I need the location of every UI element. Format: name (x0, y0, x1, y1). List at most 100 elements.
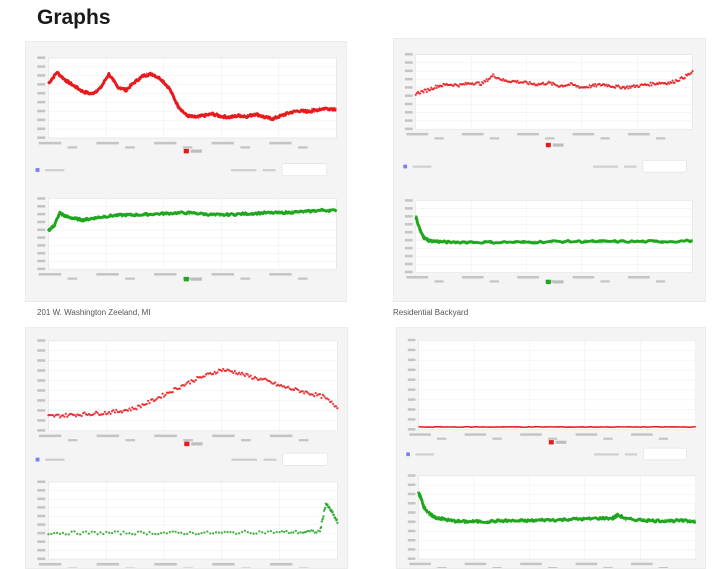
chart-2-point (690, 71, 693, 74)
chart-1-legend-swatch (183, 276, 189, 282)
chart-4-point (83, 411, 86, 414)
chart-3-x-tick-sub (489, 280, 500, 283)
chart-4-y-tick (37, 409, 46, 412)
chart-5-point (294, 529, 297, 533)
chart-2-x-tick (461, 132, 484, 136)
chart-5-x-tick (212, 562, 235, 566)
chart-5-point (134, 533, 137, 536)
chart-4-point (74, 415, 78, 418)
chart-2-point (546, 82, 549, 85)
chart-2-point (464, 81, 467, 84)
chart-5-point (240, 530, 244, 534)
chart-5-point (188, 530, 192, 534)
chart-2-y-tick (404, 69, 413, 73)
chart-5-point (168, 530, 171, 534)
chart-5-point (310, 529, 313, 532)
chart-2-x-tick-sub (434, 137, 444, 140)
chart-5-point (82, 530, 85, 534)
chart-2-point (673, 81, 676, 84)
chart-2-point (533, 82, 536, 85)
chart-5-point (292, 531, 295, 534)
chart-5-point (93, 530, 96, 534)
chart-5-point (305, 530, 308, 534)
chart-7-series-line-noise (417, 492, 696, 525)
chart-2-point (528, 80, 531, 83)
chart-2-y-tick (404, 111, 413, 114)
chart-2-y-tick (404, 77, 413, 81)
chart-5-point (162, 531, 166, 534)
chart-5-point (301, 531, 304, 534)
chart-0-y-tick (37, 83, 46, 86)
chart-2-point (491, 75, 494, 78)
chart-2-point (629, 86, 632, 90)
chart-5-point (249, 532, 252, 535)
chart-1-x-tick (269, 273, 292, 276)
chart-4-point (188, 382, 192, 385)
panel-top-left-toolbar-input (281, 163, 328, 176)
chart-2-point (592, 84, 596, 87)
chart-6-plot-area (418, 340, 696, 430)
chart-4-y-tick (37, 419, 46, 422)
chart-5-point (76, 532, 79, 536)
chart-6-y-tick (407, 368, 416, 372)
chart-5-point (229, 530, 232, 534)
chart-4-point (238, 371, 241, 374)
chart-4-y-tick (37, 389, 46, 392)
chart-5-point (108, 531, 111, 534)
chart-5-point (317, 529, 320, 532)
panel-top-left-graphic (35, 56, 338, 282)
chart-5-point (160, 531, 163, 535)
chart-1-x-tick (154, 273, 177, 276)
chart-4-point (311, 393, 314, 396)
chart-2-point (678, 79, 681, 82)
chart-5-point (50, 532, 53, 536)
chart-4-point (240, 371, 244, 374)
chart-2-point (628, 85, 631, 88)
chart-1-y-tick (37, 251, 46, 255)
chart-5-point (320, 520, 323, 523)
chart-4-point (222, 367, 225, 371)
chart-1-y-tick (37, 220, 46, 224)
chart-6-x-tick-sub (658, 437, 669, 440)
chart-2-point (691, 70, 694, 73)
chart-2-x-tick-sub (655, 137, 666, 140)
chart-5-point (313, 531, 316, 534)
chart-4-point (115, 408, 118, 412)
chart-5-point (246, 531, 249, 534)
chart-5-y-tick (37, 531, 46, 535)
chart-5-y-tick (37, 540, 46, 543)
chart-3-y-tick (404, 207, 413, 210)
chart-5-x-tick (38, 562, 62, 566)
chart-6-x-tick (520, 433, 542, 436)
chart-4-point (233, 370, 236, 373)
chart-5-point (194, 533, 197, 536)
chart-0-x-tick (38, 141, 62, 145)
chart-4-point (63, 415, 66, 418)
panel-bottom-right (396, 327, 706, 569)
chart-5-y-tick (37, 480, 46, 484)
chart-2-point (515, 81, 518, 84)
chart-4-x-tick (38, 434, 62, 438)
chart-5-point (324, 506, 327, 509)
chart-6-x-tick (631, 433, 653, 436)
chart-5-point (243, 529, 247, 532)
chart-3-x-tick-sub (600, 280, 610, 283)
chart-5-point (47, 533, 50, 536)
chart-4-point (334, 405, 338, 408)
chart-4-point (147, 399, 150, 402)
chart-0-x-tick-sub (125, 146, 135, 149)
chart-2-point (482, 82, 485, 85)
chart-4-legend-label (191, 442, 203, 446)
chart-3-x-tick (461, 275, 484, 279)
chart-2-point (435, 86, 438, 89)
chart-4-point (57, 413, 60, 416)
chart-4-point (73, 413, 76, 416)
chart-4-point (327, 398, 330, 401)
panel-top-right-toolbar-range (593, 165, 618, 168)
chart-5-point (217, 531, 221, 534)
chart-3-x-tick (627, 275, 650, 279)
chart-5-point (261, 531, 264, 534)
chart-1-legend-label (190, 277, 202, 281)
chart-5-x-tick-sub (241, 567, 251, 568)
chart-5-point (336, 521, 339, 524)
